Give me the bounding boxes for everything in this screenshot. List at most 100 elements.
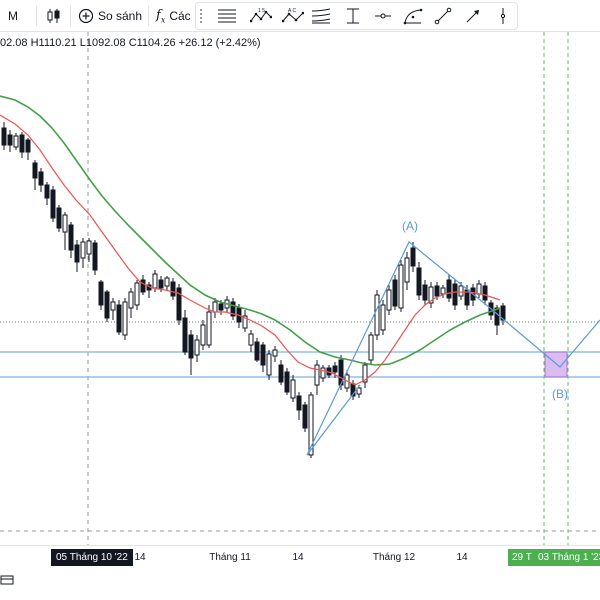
toolbar-divider xyxy=(36,6,37,26)
candle-body xyxy=(446,279,452,299)
abcd-pattern[interactable] xyxy=(306,241,600,456)
candle-body xyxy=(476,283,482,295)
candlestick-icon xyxy=(47,9,60,23)
drag-handle[interactable] xyxy=(199,8,203,24)
arrow-marker-icon xyxy=(466,10,479,23)
candle-body xyxy=(158,279,164,289)
function-icon: fx xyxy=(156,7,166,25)
interval-label: M xyxy=(8,9,18,23)
candle-body xyxy=(428,286,434,304)
price-range-tool[interactable] xyxy=(342,6,364,26)
candle-body xyxy=(182,317,188,353)
candle-body xyxy=(452,283,458,306)
candle-body xyxy=(110,301,116,311)
ohlc-close: C1104.26 xyxy=(128,37,176,49)
candle-body xyxy=(188,334,194,359)
future-date-label: 03 Tháng 1 '23 xyxy=(534,549,600,566)
candle-body xyxy=(230,301,236,317)
candle-body xyxy=(356,387,362,395)
fib-retracement-tool[interactable] xyxy=(216,6,238,26)
interval-button[interactable]: M xyxy=(8,6,18,26)
candle-body xyxy=(19,134,25,153)
candle-body xyxy=(482,285,488,301)
time-axis[interactable]: 05 Tháng 10 '22 14 Tháng 11 14 Tháng 12 … xyxy=(0,545,600,569)
candle-body xyxy=(194,339,200,356)
candle-body xyxy=(308,394,314,456)
candle-body xyxy=(25,139,31,153)
candle-body xyxy=(260,344,266,366)
price-chart[interactable]: (A) (B) xyxy=(0,32,600,545)
future-date-label: 29 T xyxy=(508,549,536,566)
candle-body xyxy=(218,303,224,311)
candle-body xyxy=(7,134,13,146)
horizontal-ray-tool[interactable] xyxy=(372,6,394,26)
candle-body xyxy=(404,257,410,283)
time-tick: 14 xyxy=(456,552,468,563)
time-tick: 14 xyxy=(134,552,146,563)
candle-body xyxy=(458,285,464,297)
pattern-leg xyxy=(306,384,361,456)
trend-line-tool[interactable] xyxy=(432,6,454,26)
candle-body xyxy=(68,224,74,251)
candle-body xyxy=(374,294,380,336)
candle-body xyxy=(440,287,446,295)
moving-average-short xyxy=(0,114,501,386)
candle-type-button[interactable] xyxy=(46,6,62,26)
ohlc-legend: 02.08 H1110.21 L1092.08 C1104.26 +26.12 … xyxy=(0,37,261,49)
candle-body xyxy=(422,284,428,301)
toolbar-divider xyxy=(70,6,71,26)
candle-body xyxy=(176,287,182,321)
candle-body xyxy=(416,267,422,296)
candle-body xyxy=(140,279,146,293)
ohlc-change: +26.12 (+2.42%) xyxy=(178,37,261,49)
candle-body xyxy=(32,162,38,179)
vertical-line-tool[interactable] xyxy=(492,6,514,26)
plus-circle-icon xyxy=(78,8,94,24)
svg-text:A C: A C xyxy=(288,8,296,14)
indicators-button[interactable]: fx Các xyxy=(156,6,191,26)
abcd-pattern-tool[interactable]: A C xyxy=(282,6,304,26)
candle-body xyxy=(92,242,98,271)
candle-body xyxy=(200,324,206,346)
horizontal-ray-icon xyxy=(375,13,391,19)
candle-body xyxy=(74,244,80,263)
candle-body xyxy=(242,315,248,329)
candle-body xyxy=(278,364,284,383)
candle-body xyxy=(254,341,260,361)
ohlc-open: 02.08 xyxy=(0,37,28,49)
compare-button[interactable]: So sánh xyxy=(78,6,142,26)
candle-body xyxy=(170,281,176,297)
candle-body xyxy=(362,364,368,383)
candle-body xyxy=(272,349,278,357)
candle-body xyxy=(284,371,290,393)
toolbar-divider xyxy=(148,6,149,26)
candle-body xyxy=(122,301,128,336)
pattern-label-b: (B) xyxy=(552,387,568,401)
candle-body xyxy=(248,333,254,346)
candle-body xyxy=(386,289,392,311)
parallel-channel-tool[interactable] xyxy=(310,6,332,26)
ohlc-high: H1110.21 xyxy=(30,37,77,49)
crosshair-date-label: 05 Tháng 10 '22 xyxy=(51,549,133,566)
pattern-label-a: (A) xyxy=(402,219,418,233)
chart-grid xyxy=(0,32,600,545)
candle-body xyxy=(44,184,50,199)
time-tick: Tháng 11 xyxy=(209,552,251,563)
candle-body xyxy=(410,247,416,267)
xabcd-pattern-tool[interactable]: 1 5 xyxy=(250,6,272,26)
candle-body xyxy=(206,311,212,346)
target-zone-box[interactable] xyxy=(544,351,568,378)
curve-tool[interactable] xyxy=(402,6,424,26)
arrow-marker-tool[interactable] xyxy=(462,6,484,26)
candle-body xyxy=(134,282,140,306)
calendar-icon[interactable] xyxy=(0,575,14,585)
abcd-pattern-icon: A C xyxy=(282,8,304,23)
candle-body xyxy=(500,305,506,321)
candle-body xyxy=(494,307,500,326)
candle-body xyxy=(56,207,62,229)
time-tick: 14 xyxy=(292,552,304,563)
candle-body xyxy=(398,264,404,309)
ohlc-low: L1092.08 xyxy=(79,37,126,49)
vertical-line-icon xyxy=(500,8,506,24)
candle-body xyxy=(290,379,296,399)
